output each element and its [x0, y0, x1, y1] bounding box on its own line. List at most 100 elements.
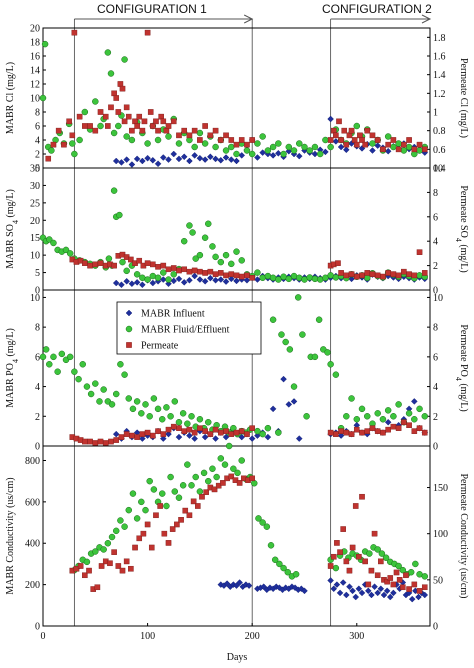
permeate-point — [244, 141, 250, 148]
permeate-point — [390, 423, 397, 430]
fluid-point — [212, 143, 219, 151]
fluid-point — [39, 94, 47, 102]
permeate-point — [340, 526, 346, 532]
fluid-point — [96, 398, 103, 405]
fluid-point — [121, 56, 128, 63]
permeate-point — [115, 109, 122, 115]
fluid-point — [83, 558, 91, 566]
fluid-point — [374, 410, 381, 417]
permeate-point — [416, 141, 423, 148]
influent-point — [408, 595, 416, 603]
permeate-point — [197, 268, 203, 275]
fluid-point — [348, 395, 355, 402]
influent-point — [411, 398, 418, 405]
permeate-point — [128, 256, 134, 263]
fluid-point — [205, 220, 212, 228]
x-tick-label: 100 — [140, 631, 155, 642]
influent-point — [330, 585, 338, 593]
fluid-point — [395, 401, 402, 408]
fluid-point — [54, 368, 61, 375]
influent-point — [343, 146, 350, 154]
permeate-point — [144, 260, 151, 266]
fluid-point — [201, 140, 209, 147]
influent-point — [245, 582, 253, 589]
fluid-point — [112, 527, 120, 535]
fluid-point — [69, 140, 76, 147]
permeate-point — [238, 273, 245, 280]
fluid-point — [81, 108, 89, 116]
permeate-point — [150, 123, 156, 129]
permeate-point — [249, 275, 255, 281]
fluid-point — [138, 498, 145, 506]
permeate-point — [190, 498, 197, 505]
permeate-point — [111, 90, 117, 97]
fluid-point — [412, 560, 419, 568]
permeate-point — [406, 586, 412, 592]
permeate-point — [346, 567, 353, 574]
series-mabr-influent — [217, 577, 429, 603]
fluid-point — [259, 519, 266, 526]
permeate-point — [416, 588, 423, 594]
permeate-point — [82, 572, 88, 579]
permeate-point — [244, 272, 250, 279]
fluid-point — [316, 150, 324, 158]
permeate-point — [233, 429, 240, 436]
influent-point — [149, 157, 157, 164]
permeate-point — [186, 268, 193, 275]
permeate-point — [385, 270, 391, 276]
right-tick-label: 1.2 — [433, 89, 446, 100]
permeate-point — [118, 434, 125, 440]
permeate-point — [150, 432, 156, 439]
influent-point — [212, 276, 219, 284]
fluid-point — [405, 143, 413, 151]
permeate-point — [181, 428, 188, 434]
permeate-point — [92, 440, 99, 446]
influent-point — [333, 581, 341, 588]
permeate-point — [153, 512, 159, 519]
fluid-point — [144, 140, 151, 147]
fluid-point — [311, 353, 319, 361]
permeate-point — [338, 137, 344, 143]
fluid-point — [299, 331, 306, 338]
fluid-point — [117, 361, 124, 368]
fluid-point — [138, 410, 145, 417]
permeate-point — [170, 265, 177, 271]
permeate-point — [107, 560, 113, 567]
permeate-point — [352, 503, 359, 509]
panel-4: 0 200 400 600 800 0 50 100 150 MABR Conductivity … — [5, 442, 469, 633]
permeate-point — [87, 262, 93, 269]
left-tick-label: 8 — [35, 323, 40, 334]
left-tick-label: 4 — [35, 382, 40, 393]
permeate-point — [348, 271, 355, 277]
fluid-point — [366, 550, 373, 557]
permeate-point — [126, 342, 132, 348]
permeate-point — [400, 584, 406, 591]
permeate-point — [364, 270, 371, 276]
fluid-point — [100, 386, 107, 393]
permeate-point — [45, 155, 52, 162]
fluid-point — [278, 331, 285, 338]
permeate-point — [176, 132, 182, 139]
permeate-point — [113, 437, 120, 443]
fluid-point — [110, 187, 118, 194]
fluid-point — [92, 380, 99, 387]
fluid-point — [384, 133, 392, 140]
series-mabr-fluid-effluent — [39, 294, 429, 438]
influent-point — [180, 279, 188, 286]
permeate-point — [82, 123, 88, 129]
permeate-point — [98, 563, 105, 569]
permeate-point — [169, 526, 176, 532]
right-tick-label: 1.4 — [433, 70, 446, 81]
fluid-point — [254, 427, 261, 435]
fluid-point — [112, 390, 120, 398]
fluid-point — [146, 413, 153, 420]
permeate-point — [359, 137, 365, 143]
permeate-point — [71, 29, 78, 36]
influent-point — [322, 148, 329, 156]
fluid-point — [221, 461, 229, 468]
influent-point — [165, 156, 172, 163]
permeate-point — [421, 270, 428, 276]
fluid-point — [228, 260, 235, 268]
panel-frame — [42, 445, 431, 627]
